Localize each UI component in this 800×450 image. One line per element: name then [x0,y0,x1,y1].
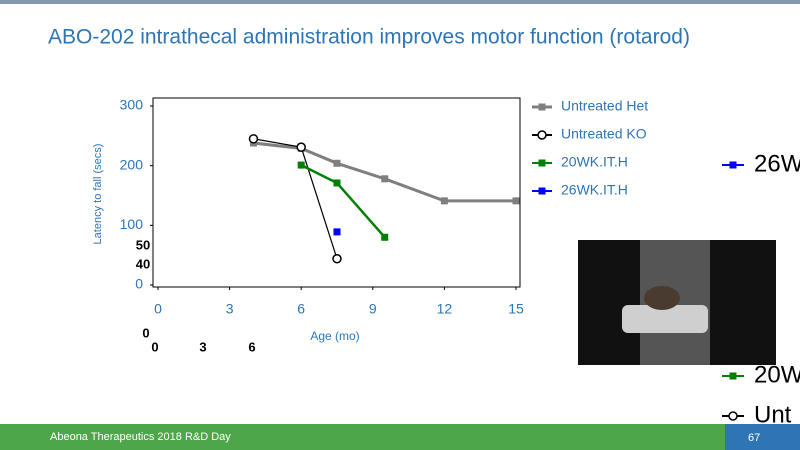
page-number-box [725,424,800,450]
x-tick-label: 12 [437,301,453,317]
data-point [332,253,342,264]
legend-label: Untreated KO [561,126,647,142]
background-fragment: 0 [151,339,158,354]
legend-marker [538,103,546,111]
series-line [253,141,516,203]
y-tick-label: 0 [135,276,143,292]
x-tick-label: 6 [297,301,305,317]
x-tick-label: 15 [508,301,524,317]
data-point [296,142,306,152]
clipped-legend-marker [729,372,737,380]
clipped-legend-marker [728,411,738,421]
background-fragment: 0 [142,325,149,340]
plot-frame [152,97,521,288]
x-tick-label: 9 [369,301,377,317]
photo-rod [622,305,708,333]
photo-mouse [644,286,680,310]
legend-marker [537,130,547,140]
data-point [333,179,341,187]
background-fragment: 40 [136,256,150,271]
y-tick-label: 100 [120,216,144,232]
data-point [440,197,448,205]
background-fragment: 50 [136,237,150,252]
data-point [381,233,389,241]
footer-bar [0,424,800,450]
clipped-legend-marker [729,161,737,169]
page-number: 67 [748,432,760,444]
legend-marker [538,159,546,167]
top-rule [0,0,800,4]
footer-text: Abeona Therapeutics 2018 R&D Day [50,431,231,443]
x-tick-label: 0 [154,301,162,317]
data-point [248,134,259,144]
data-point [333,228,341,236]
data-point [333,159,341,167]
data-point [381,175,389,183]
data-point [512,197,520,205]
legend-label: 20WK.IT.H [561,154,628,170]
legend-label: Untreated Het [561,98,648,114]
y-tick-label: 300 [120,97,144,113]
legend-marker [538,187,546,195]
y-axis-label: Latency to fall (secs) [92,144,104,245]
x-tick-label: 3 [226,301,234,317]
x-axis-label: Age (mo) [310,329,359,343]
clipped-legend-label: 26W [754,150,800,177]
slide-title: ABO-202 intrathecal administration impro… [48,26,690,49]
legend-label: 26WK.IT.H [561,182,628,198]
clipped-legend-label: Unt [754,401,792,428]
clipped-legend-label: 20W [754,361,800,388]
y-tick-label: 200 [120,156,144,172]
data-point [297,161,305,169]
background-fragment: 3 [199,339,206,354]
background-fragment: 6 [248,339,255,354]
